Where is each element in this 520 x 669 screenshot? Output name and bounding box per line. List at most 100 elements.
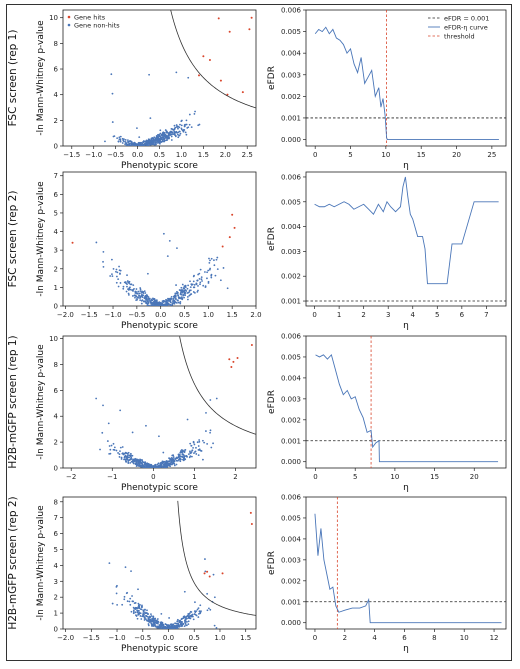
nonhit-point bbox=[189, 289, 192, 292]
nonhit-point bbox=[137, 290, 140, 293]
nonhit-point bbox=[192, 440, 195, 443]
nonhit-point bbox=[184, 131, 187, 134]
nonhit-point bbox=[179, 460, 182, 463]
scatter-panel-A4: −2.0 −1.5 −1.0 −0.5 0.0 0.5 1.0 1.5 0 1 2 3 4 5 6 7 8 Phe… bbox=[7, 496, 257, 654]
nonhit-point bbox=[183, 451, 186, 454]
x-tick-label: 2 bbox=[361, 311, 365, 319]
nonhit-point bbox=[102, 404, 104, 407]
nonhit-point bbox=[109, 448, 112, 451]
nonhit-point bbox=[124, 141, 127, 143]
nonhit-point bbox=[200, 276, 203, 279]
nonhit-point bbox=[178, 134, 181, 137]
nonhit-point bbox=[152, 297, 154, 300]
nonhit-point bbox=[199, 612, 202, 615]
nonhit-point bbox=[206, 443, 209, 445]
nonhit-point bbox=[143, 290, 146, 293]
nonhit-point bbox=[180, 451, 182, 454]
scatter-panel-A2: −2.0 −1.5 −1.0 −0.5 0.0 0.5 1.0 1.5 2.0 0 1 2 3 4 5 6 7 P… bbox=[7, 171, 262, 331]
nonhit-point bbox=[180, 622, 182, 625]
nonhit-point bbox=[129, 603, 132, 606]
nonhit-point bbox=[191, 615, 194, 618]
nonhit-point bbox=[141, 299, 144, 302]
nonhit-point bbox=[165, 466, 168, 468]
nonhit-point bbox=[190, 451, 193, 453]
nonhit-point bbox=[159, 140, 162, 143]
nonhit-point bbox=[180, 119, 183, 122]
hit-point bbox=[202, 55, 205, 58]
nonhit-point bbox=[180, 127, 183, 130]
nonhit-point bbox=[149, 140, 151, 143]
threshold-curve bbox=[177, 500, 256, 616]
nonhit-point bbox=[134, 296, 136, 299]
nonhit-point bbox=[112, 267, 115, 270]
y-tick-label: 0 bbox=[54, 143, 58, 151]
nonhit-point bbox=[166, 255, 169, 258]
nonhit-point bbox=[140, 291, 143, 294]
x-tick-label: 1.0 bbox=[203, 311, 214, 319]
nonhit-point bbox=[172, 129, 175, 131]
nonhit-point bbox=[208, 257, 210, 260]
nonhit-point bbox=[147, 623, 150, 625]
nonhit-point bbox=[183, 458, 185, 461]
y-tick-label: 0.004 bbox=[281, 535, 302, 543]
nonhit-point bbox=[112, 442, 115, 445]
nonhit-point bbox=[192, 280, 195, 283]
nonhit-point bbox=[162, 132, 165, 135]
nonhit-point bbox=[159, 137, 162, 140]
x-tick-label: 2 bbox=[233, 473, 237, 481]
nonhit-point bbox=[139, 288, 142, 291]
nonhit-point bbox=[168, 133, 171, 136]
nonhit-point bbox=[116, 275, 118, 278]
nonhit-point bbox=[156, 625, 159, 628]
nonhit-point bbox=[193, 113, 196, 115]
nonhit-point bbox=[130, 460, 133, 463]
nonhit-point bbox=[154, 142, 157, 145]
nonhit-point bbox=[175, 463, 178, 466]
y-tick-label: 0.002 bbox=[281, 93, 301, 101]
nonhit-point bbox=[126, 141, 129, 143]
nonhit-point bbox=[135, 464, 138, 467]
nonhit-point bbox=[130, 454, 132, 457]
nonhit-point bbox=[181, 297, 184, 300]
nonhit-point bbox=[111, 258, 113, 261]
y-tick-label: 0.004 bbox=[281, 223, 302, 231]
nonhit-point bbox=[169, 463, 172, 465]
nonhit-point bbox=[126, 591, 129, 594]
x-tick-label: 0 bbox=[313, 151, 317, 159]
nonhit-point bbox=[127, 451, 130, 454]
nonhit-point bbox=[158, 137, 161, 140]
nonhit-point bbox=[182, 623, 185, 625]
nonhit-point bbox=[189, 280, 191, 283]
y-tick-label: 4 bbox=[54, 228, 59, 236]
nonhit-point bbox=[179, 301, 182, 303]
y-tick-label: 0.005 bbox=[281, 514, 301, 522]
nonhit-point bbox=[183, 125, 186, 128]
hit-point bbox=[228, 30, 231, 33]
x-tick-label: 0.0 bbox=[132, 151, 143, 159]
nonhit-point bbox=[195, 282, 198, 285]
nonhit-point bbox=[213, 264, 216, 267]
nonhit-point bbox=[206, 277, 208, 280]
nonhit-point bbox=[138, 136, 141, 139]
nonhit-point bbox=[115, 449, 118, 452]
nonhit-point bbox=[184, 622, 187, 625]
nonhit-point bbox=[202, 284, 205, 287]
nonhit-point bbox=[137, 292, 139, 295]
nonhit-point bbox=[141, 459, 144, 461]
nonhit-point bbox=[135, 288, 138, 290]
x-tick-label: −0.5 bbox=[128, 311, 145, 319]
hit-point bbox=[226, 93, 229, 96]
nonhit-point bbox=[182, 128, 185, 131]
axes-frame bbox=[62, 335, 257, 469]
nonhit-point bbox=[139, 608, 142, 611]
nonhit-point bbox=[189, 617, 192, 620]
nonhit-point bbox=[161, 461, 163, 464]
nonhit-point bbox=[204, 570, 207, 573]
nonhit-point bbox=[172, 462, 175, 465]
nonhit-point bbox=[180, 291, 182, 293]
nonhit-point bbox=[160, 612, 163, 615]
nonhit-point bbox=[155, 137, 158, 140]
nonhit-point bbox=[138, 605, 141, 608]
nonhit-point bbox=[135, 292, 137, 294]
nonhit-point bbox=[193, 274, 195, 277]
